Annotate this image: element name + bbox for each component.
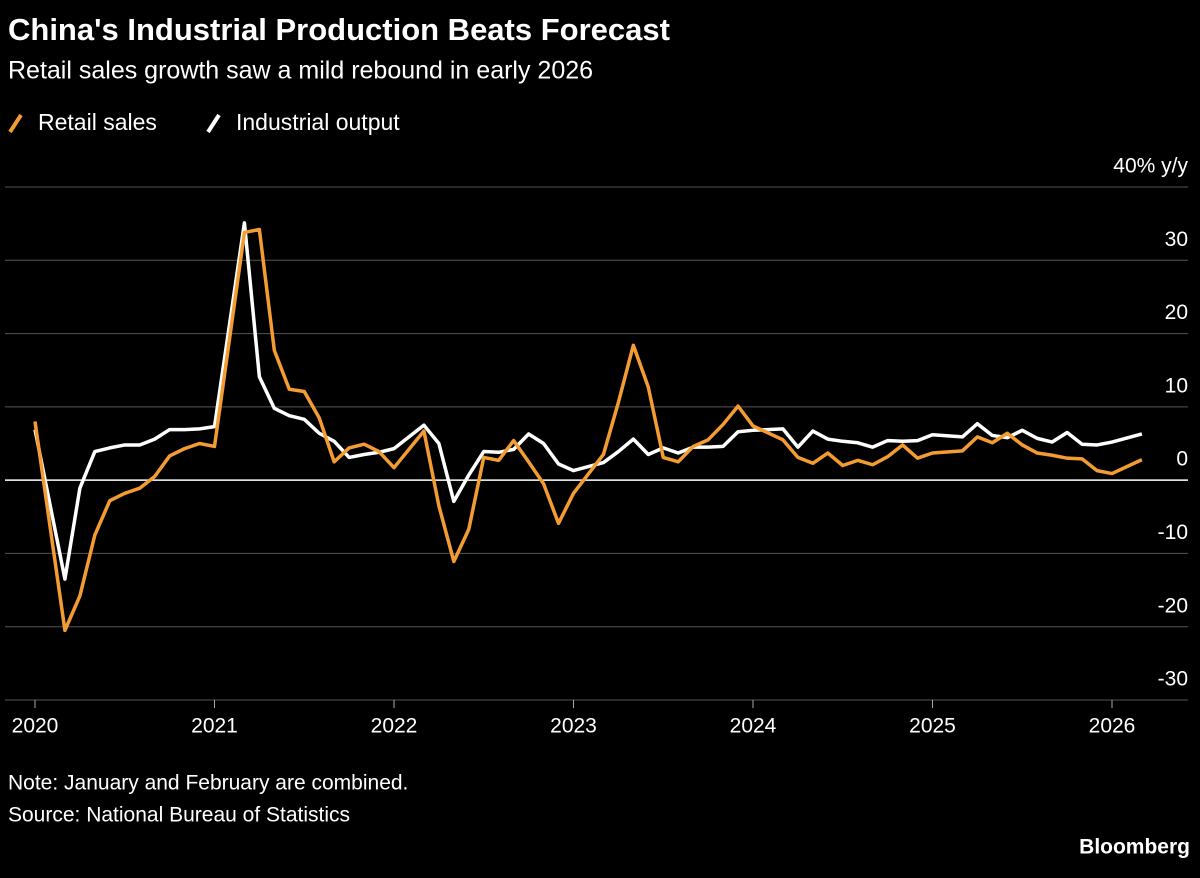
x-tick-label: 2025 (909, 715, 956, 738)
y-tick-label: 30 (1165, 228, 1188, 251)
x-tick-label: 2020 (12, 715, 59, 738)
x-tick-label: 2026 (1089, 715, 1136, 738)
y-tick-label: 20 (1165, 301, 1188, 324)
chart-title: China's Industrial Production Beats Fore… (8, 12, 670, 47)
legend-swatch (8, 113, 23, 134)
y-tick-label: -30 (1158, 668, 1188, 691)
note: Note: January and February are combined. (8, 772, 408, 795)
x-tick-label: 2022 (371, 715, 418, 738)
chart-subtitle: Retail sales growth saw a mild rebound i… (8, 57, 593, 85)
x-tick-label: 2021 (191, 715, 238, 738)
legend-swatch (206, 113, 221, 134)
y-tick-label: 0 (1176, 448, 1188, 471)
brand: Bloomberg (1079, 836, 1190, 859)
legend-label: Industrial output (236, 109, 400, 135)
y-tick-label: -20 (1158, 594, 1188, 617)
y-tick-label: -10 (1158, 521, 1188, 544)
y-tick-label: 40% y/y (1113, 155, 1188, 178)
x-tick-label: 2023 (550, 715, 597, 738)
series-line (33, 221, 1143, 581)
series-line (33, 227, 1143, 633)
y-tick-label: 10 (1165, 374, 1188, 397)
legend-label: Retail sales (38, 109, 157, 135)
x-tick-label: 2024 (730, 715, 777, 738)
source: Source: National Bureau of Statistics (8, 804, 350, 827)
